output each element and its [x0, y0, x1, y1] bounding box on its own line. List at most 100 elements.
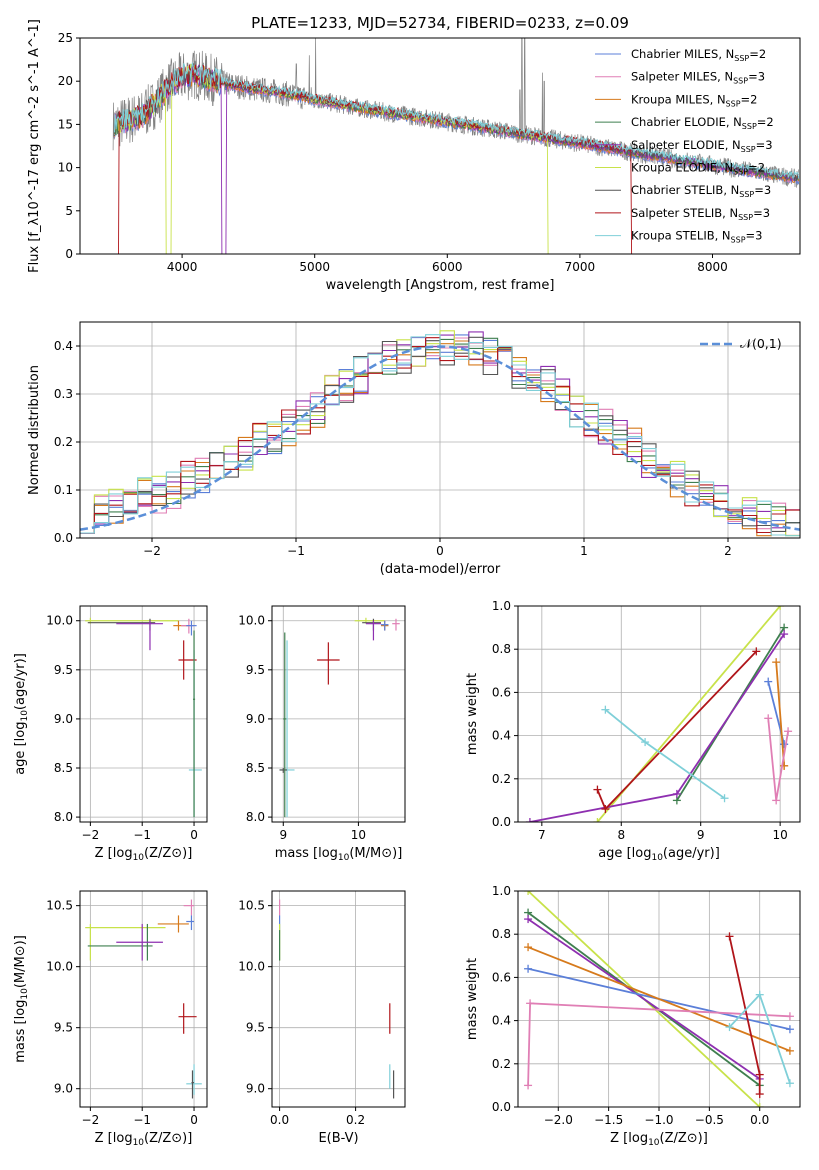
- x-tick-label: 2: [724, 544, 732, 558]
- legend-entry: Kroupa STELIB, NSSP=3: [631, 229, 762, 245]
- figure-title: PLATE=1233, MJD=52734, FIBERID=0233, z=0…: [251, 14, 629, 32]
- mass_vs_ebv-plot-area: [279, 899, 395, 1099]
- y-tick-label: 10.5: [46, 899, 73, 913]
- y-axis-label: Flux [f_λ10^-17 erg cm^-2 s^-1 A^-1]: [27, 19, 42, 273]
- x-tick-label: 0.2: [346, 1113, 365, 1127]
- y-tick-label: 5: [65, 204, 73, 218]
- x-tick-label: 8: [617, 828, 625, 842]
- x-tick-label: 6000: [432, 260, 463, 274]
- legend-entry: 𝒩(0,1): [740, 336, 782, 351]
- y-tick-label: 0: [65, 247, 73, 261]
- y-tick-label: 15: [58, 117, 73, 131]
- x-tick-label: 0: [190, 828, 198, 842]
- x-tick-label: 0.0: [270, 1113, 289, 1127]
- x-tick-label: −2: [82, 1113, 100, 1127]
- y-axis-label: mass weight: [465, 673, 480, 755]
- weight-line-salpeter-elodie: [527, 918, 761, 1080]
- legend-entry: Kroupa ELODIE, NSSP=2: [631, 161, 765, 177]
- weight-line-kroupa-miles: [775, 662, 785, 766]
- x-axis-label: Z [log10(Z/Z⊙)]: [610, 1131, 708, 1148]
- normal-curve: [80, 345, 800, 531]
- y-tick-label: 0.8: [492, 927, 511, 941]
- x-tick-label: 7: [538, 828, 546, 842]
- y-tick-label: 8.0: [54, 810, 73, 824]
- y-tick-label: 9.0: [54, 712, 73, 726]
- y-tick-label: 0.0: [492, 1100, 511, 1114]
- x-tick-label: −1: [287, 544, 305, 558]
- y-axis-label: mass [log10(M/M⊙)]: [13, 935, 30, 1063]
- y-tick-label: 9.0: [54, 1082, 73, 1096]
- x-tick-label: −1: [133, 1113, 151, 1127]
- plot-frame: [517, 605, 801, 823]
- x-tick-label: 10: [351, 828, 366, 842]
- legend-entry: Chabrier MILES, NSSP=2: [631, 47, 766, 63]
- weight_vs_age-plot-area: [525, 606, 793, 822]
- y-tick-label: 1.0: [492, 599, 511, 613]
- y-tick-label: 0.4: [492, 1014, 511, 1028]
- y-tick-label: 9.5: [246, 663, 265, 677]
- y-tick-label: 0.8: [492, 642, 511, 656]
- legend-entry: Chabrier STELIB, NSSP=3: [631, 183, 771, 199]
- weight-vs-z-panel: −2.0 −1.5 −1.0 −0.5 0.0 0.0 0.2 0.4 0.6 0.8 1.0 Z […: [465, 884, 801, 1148]
- plot-frame: [79, 37, 801, 255]
- y-tick-label: 8.0: [246, 810, 265, 824]
- x-tick-label: 5000: [299, 260, 330, 274]
- y-tick-label: 9.0: [246, 712, 265, 726]
- y-tick-label: 0.2: [492, 772, 511, 786]
- x-tick-label: 1: [580, 544, 588, 558]
- weight-line-salpeter-miles: [767, 718, 789, 801]
- model-line-kroupa-stelib: [114, 62, 800, 180]
- y-tick-label: 10.0: [46, 614, 73, 628]
- plot-frame: [79, 605, 208, 823]
- x-tick-label: −2: [82, 828, 100, 842]
- x-tick-label: −1: [133, 828, 151, 842]
- residuals-plot-area: [80, 330, 800, 537]
- legend-entry: Kroupa MILES, NSSP=2: [631, 92, 757, 108]
- y-tick-label: 10.0: [238, 614, 265, 628]
- x-tick-label: 9: [697, 828, 705, 842]
- x-tick-label: 0: [436, 544, 444, 558]
- plot-frame: [271, 605, 406, 823]
- y-tick-label: 9.5: [246, 1021, 265, 1035]
- x-axis-label: wavelength [Angstrom, rest frame]: [326, 278, 555, 293]
- x-tick-label: 9: [279, 828, 287, 842]
- y-tick-label: 0.4: [492, 729, 511, 743]
- y-tick-label: 0.4: [54, 339, 73, 353]
- x-tick-label: 4000: [167, 260, 198, 274]
- y-tick-label: 0.1: [54, 483, 73, 497]
- y-tick-label: 0.3: [54, 387, 73, 401]
- spectrum-panel: 4000 5000 6000 7000 8000 0 5 10 15 20 25 wavelength…: [27, 19, 801, 293]
- y-tick-label: 1.0: [492, 884, 511, 898]
- y-tick-label: 0.0: [492, 815, 511, 829]
- x-tick-label: 10: [773, 828, 788, 842]
- weight-line-kroupa-miles: [527, 946, 791, 1052]
- y-tick-label: 0.2: [54, 435, 73, 449]
- plot-frame: [271, 890, 406, 1108]
- age-vs-mass-panel: 9 10 8.0 8.5 9.0 9.5 10.0 mass [log10(M/M⊙)]: [238, 605, 406, 863]
- residuals-panel: −2 −1 0 1 2 0.0 0.1 0.2 0.3 0.4 (data-model)/error…: [27, 321, 801, 577]
- y-tick-label: 8.5: [54, 761, 73, 775]
- x-axis-label: mass [log10(M/M⊙)]: [275, 846, 403, 863]
- spectrum-plot-area: [112, 38, 800, 254]
- legend-entry: Salpeter STELIB, NSSP=3: [631, 206, 770, 222]
- x-axis-label: E(B-V): [318, 1131, 358, 1146]
- x-tick-label: 8000: [697, 260, 728, 274]
- x-tick-label: −1.0: [644, 1113, 673, 1127]
- y-tick-label: 10.5: [238, 899, 265, 913]
- y-tick-label: 9.5: [54, 663, 73, 677]
- weight_vs_Z-plot-area: [524, 891, 794, 1107]
- x-tick-label: 0: [190, 1113, 198, 1127]
- y-axis-label: mass weight: [465, 958, 480, 1040]
- y-tick-label: 25: [58, 31, 73, 45]
- x-tick-label: −0.5: [695, 1113, 724, 1127]
- y-tick-label: 8.5: [246, 761, 265, 775]
- x-axis-label: Z [log10(Z/Z⊙)]: [95, 846, 193, 863]
- age_vs_mass-plot-area: [279, 617, 400, 818]
- y-axis-label: Normed distribution: [27, 365, 42, 495]
- weight-vs-age-panel: 7 8 9 10 0.0 0.2 0.4 0.6 0.8 1.0 age [log10(age/yr…: [465, 599, 801, 863]
- x-tick-label: −1.5: [594, 1113, 623, 1127]
- y-tick-label: 0.6: [492, 685, 511, 699]
- y-tick-label: 20: [58, 74, 73, 88]
- mass_vs_Z-plot-area: [85, 899, 202, 1099]
